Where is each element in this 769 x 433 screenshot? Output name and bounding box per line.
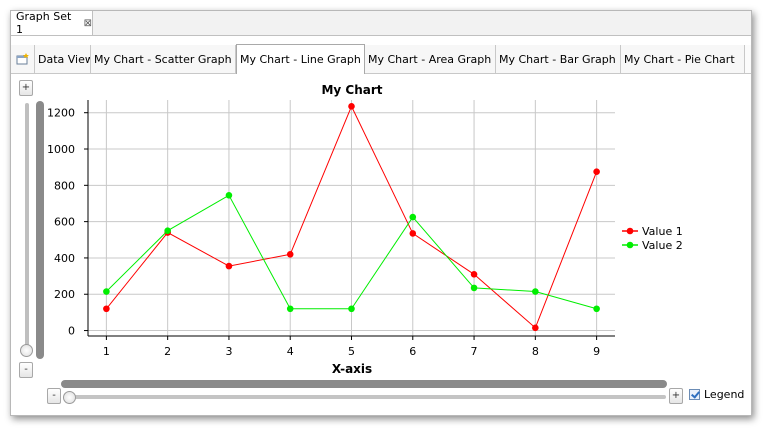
- series-2-point: [593, 305, 600, 313]
- x-tick-label: 2: [164, 345, 171, 358]
- legend-entry-label: Value 1: [642, 225, 683, 238]
- legend-swatch-marker: [626, 227, 634, 235]
- tab-scatter-graph[interactable]: My Chart - Scatter Graph: [91, 45, 236, 73]
- vertical-zoom-track: [25, 103, 29, 355]
- series-1-point: [103, 305, 110, 313]
- editor-tab-label: Graph Set 1: [16, 10, 72, 36]
- tab-pie-chart[interactable]: My Chart - Pie Chart: [621, 45, 745, 73]
- x-axis-label: X-axis: [332, 362, 372, 376]
- chart-window: Graph Set 1 ⊠ Data View My Chart - Scatt…: [10, 10, 752, 416]
- series-1-point: [532, 324, 539, 332]
- series-1-point: [409, 230, 417, 237]
- y-tick-label: 0: [68, 325, 75, 338]
- x-tick-label: 7: [471, 345, 478, 358]
- y-tick-label: 800: [54, 179, 75, 192]
- series-1-point: [164, 229, 171, 236]
- legend-checkbox[interactable]: [689, 389, 700, 400]
- zoom-in-button[interactable]: +: [19, 80, 33, 96]
- x-tick-label: 1: [103, 345, 110, 358]
- x-tick-label: 5: [348, 345, 355, 358]
- horizontal-scrollbar[interactable]: [61, 380, 667, 388]
- tab-label: Data View: [38, 52, 91, 66]
- vertical-zoom-slider-handle[interactable]: [20, 344, 33, 357]
- series-1-point: [348, 103, 355, 110]
- editor-tab-bar: Graph Set 1 ⊠: [11, 10, 751, 36]
- tab-new-window[interactable]: [11, 45, 35, 73]
- tab-label: My Chart - Line Graph: [240, 53, 361, 66]
- legend-toggle-label: Legend: [704, 388, 745, 401]
- series-1-point: [225, 262, 233, 270]
- x-tick-label: 8: [532, 345, 539, 358]
- tab-label: My Chart - Pie Chart: [624, 52, 735, 66]
- y-tick-label: 400: [54, 252, 75, 265]
- tab-label: My Chart - Scatter Graph: [94, 52, 232, 66]
- horizontal-zoom-slider-handle[interactable]: [63, 391, 76, 404]
- chart-title: My Chart: [321, 83, 382, 97]
- tab-label: My Chart - Bar Graph: [499, 52, 616, 66]
- x-tick-label: 3: [225, 345, 232, 358]
- series-2-point: [286, 305, 294, 313]
- series-line-2: [106, 194, 597, 310]
- legend-entry-label: Value 2: [642, 239, 683, 252]
- x-tick-label: 9: [593, 345, 600, 358]
- series-2-point: [225, 192, 233, 199]
- zoom-out-horizontal-button[interactable]: -: [47, 388, 61, 404]
- y-tick-label: 1000: [47, 143, 75, 156]
- zoom-out-button[interactable]: -: [19, 362, 33, 378]
- y-tick-label: 1200: [47, 107, 75, 120]
- series-layer: [103, 103, 600, 332]
- grid-lines: [88, 100, 615, 336]
- horizontal-zoom-track: [66, 395, 666, 399]
- y-tick-label: 200: [54, 288, 75, 301]
- chart-view-tab-bar: Data View My Chart - Scatter Graph My Ch…: [11, 44, 751, 74]
- series-1-point: [286, 251, 294, 258]
- series-line-1: [105, 105, 598, 329]
- y-tick-label: 600: [54, 216, 75, 229]
- tab-bar-graph[interactable]: My Chart - Bar Graph: [496, 45, 621, 73]
- tab-data-view[interactable]: Data View: [35, 45, 91, 73]
- zoom-in-horizontal-button[interactable]: +: [669, 388, 683, 404]
- tab-line-graph[interactable]: My Chart - Line Graph ⊠: [236, 44, 365, 74]
- series-1-point: [593, 168, 600, 176]
- close-icon[interactable]: ⊠: [83, 17, 92, 29]
- series-2-point: [103, 288, 110, 295]
- series-2-point: [348, 305, 355, 313]
- x-tick-label: 4: [287, 345, 294, 358]
- new-window-icon: [16, 53, 29, 65]
- editor-tab-graph-set[interactable]: Graph Set 1 ⊠: [11, 10, 93, 36]
- vertical-scrollbar[interactable]: [36, 101, 44, 359]
- series-2-point: [532, 288, 539, 295]
- series-1-point: [470, 270, 478, 278]
- series-2-point: [164, 227, 171, 235]
- tab-area-graph[interactable]: My Chart - Area Graph: [365, 45, 496, 73]
- x-tick-label: 6: [409, 345, 416, 358]
- series-2-point: [409, 213, 417, 221]
- legend-toggle[interactable]: Legend: [689, 388, 744, 401]
- tab-label: My Chart - Area Graph: [368, 52, 492, 66]
- axes: 1 2 3 4 5 6 7 8 9 0 200 400 600 800 1000 1200: [47, 100, 615, 358]
- legend-swatch-marker: [626, 241, 634, 249]
- series-2-point: [470, 284, 478, 292]
